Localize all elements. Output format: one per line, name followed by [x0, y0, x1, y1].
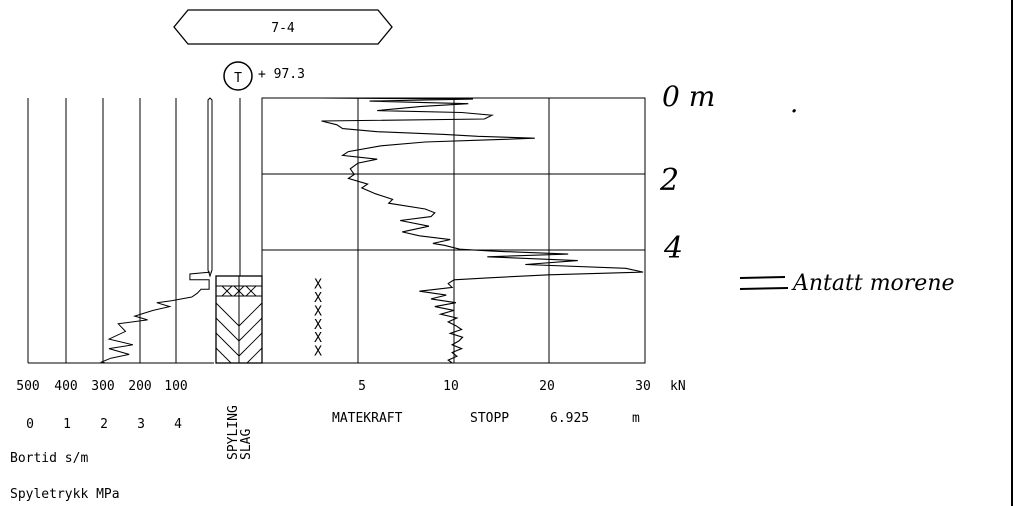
- borehole-id-badge: [173, 9, 393, 45]
- spyletrykk-tick-labels: 0 1 2 3 4: [26, 417, 182, 432]
- x-marker: X: [314, 278, 322, 293]
- max-marker: [207, 97, 213, 278]
- handwritten-equals: [739, 276, 789, 290]
- matekraft-label: MATEKRAFT: [332, 411, 403, 426]
- spyletrykk-tick: 4: [174, 417, 182, 432]
- bortid-tick-labels: 500 400 300 200 100: [16, 379, 187, 394]
- bortid-axis-label: Bortid s/m: [10, 451, 88, 466]
- x-marker: X: [314, 318, 322, 333]
- stopp-label: STOPP: [470, 411, 509, 426]
- x-marker: X: [314, 304, 322, 319]
- spyling-slag-column: [215, 98, 263, 364]
- handwritten-depth-4: 4: [663, 231, 683, 266]
- bortid-series-group: [100, 271, 211, 364]
- kn-tick: 20: [539, 379, 555, 394]
- stopp-unit: m: [632, 411, 640, 426]
- spyling-label: SPYLING: [226, 405, 241, 460]
- rotary-symbol-icon: [223, 61, 253, 91]
- handwritten-depth-0: 0 m: [662, 80, 715, 113]
- matekraft-grid: [261, 97, 646, 364]
- bortid-tick: 400: [54, 379, 77, 394]
- spyletrykk-tick: 3: [137, 417, 145, 432]
- bortid-tick: 100: [164, 379, 187, 394]
- kn-tick: 5: [358, 379, 366, 394]
- elevation-label: + 97.3: [258, 67, 305, 82]
- matekraft-line: [319, 97, 644, 364]
- bortid-tick: 200: [128, 379, 151, 394]
- kn-tick-labels: 5 10 20 30: [358, 379, 651, 394]
- x-marker: X: [314, 331, 322, 346]
- bortid-tick: 300: [91, 379, 114, 394]
- x-marker: X: [314, 345, 322, 360]
- spyletrykk-tick: 2: [100, 417, 108, 432]
- handwritten-note: Antatt morene: [791, 271, 955, 296]
- borehole-id: 7-4: [271, 21, 295, 36]
- spyletrykk-axis-label: Spyletrykk MPa: [10, 487, 120, 502]
- rotary-symbol-letter: T: [234, 71, 242, 86]
- slag-label: SLAG: [239, 429, 254, 460]
- bortid-line: [100, 271, 211, 364]
- left-panel-grid: [27, 97, 214, 364]
- spyletrykk-tick: 1: [63, 417, 71, 432]
- handwritten-depth-2: 2: [659, 163, 679, 198]
- kn-unit: kN: [670, 379, 686, 394]
- kn-tick: 10: [443, 379, 459, 394]
- x-marker: X: [314, 291, 322, 306]
- bortid-tick: 500: [16, 379, 39, 394]
- stopp-value: 6.925: [550, 411, 589, 426]
- handwritten-dot: .: [790, 89, 798, 119]
- spyletrykk-tick: 0: [26, 417, 34, 432]
- kn-tick: 30: [635, 379, 651, 394]
- matekraft-series-group: [319, 97, 644, 364]
